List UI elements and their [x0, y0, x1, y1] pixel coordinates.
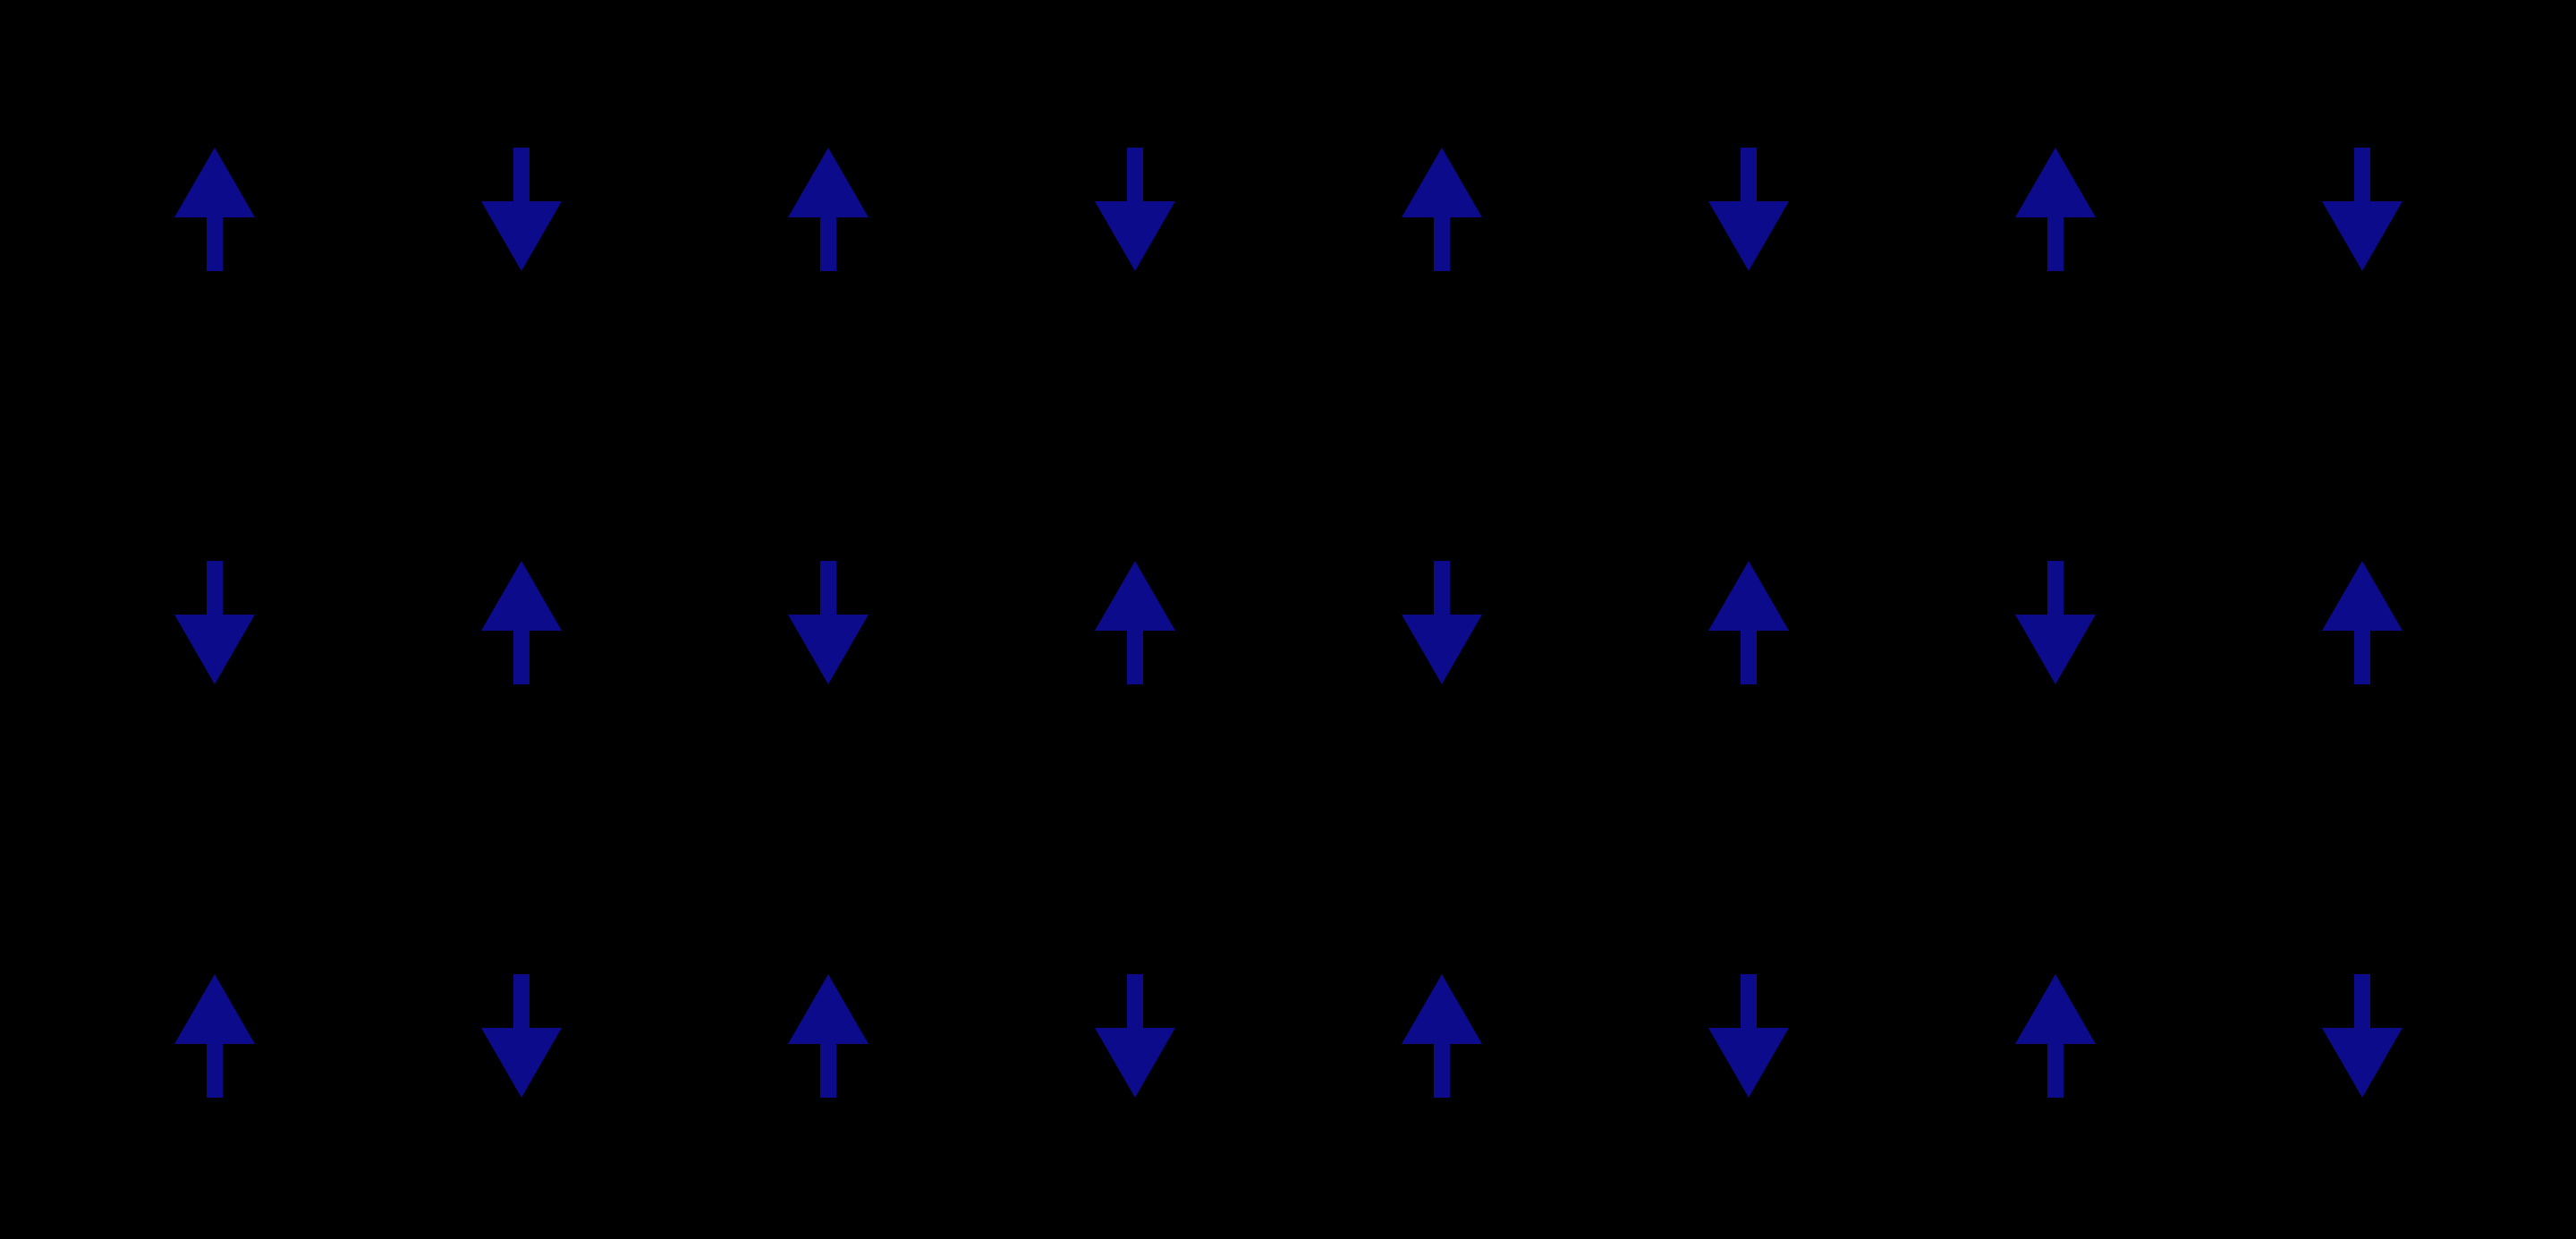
spin-lattice-diagram [0, 0, 2576, 1239]
background [0, 0, 2576, 1239]
